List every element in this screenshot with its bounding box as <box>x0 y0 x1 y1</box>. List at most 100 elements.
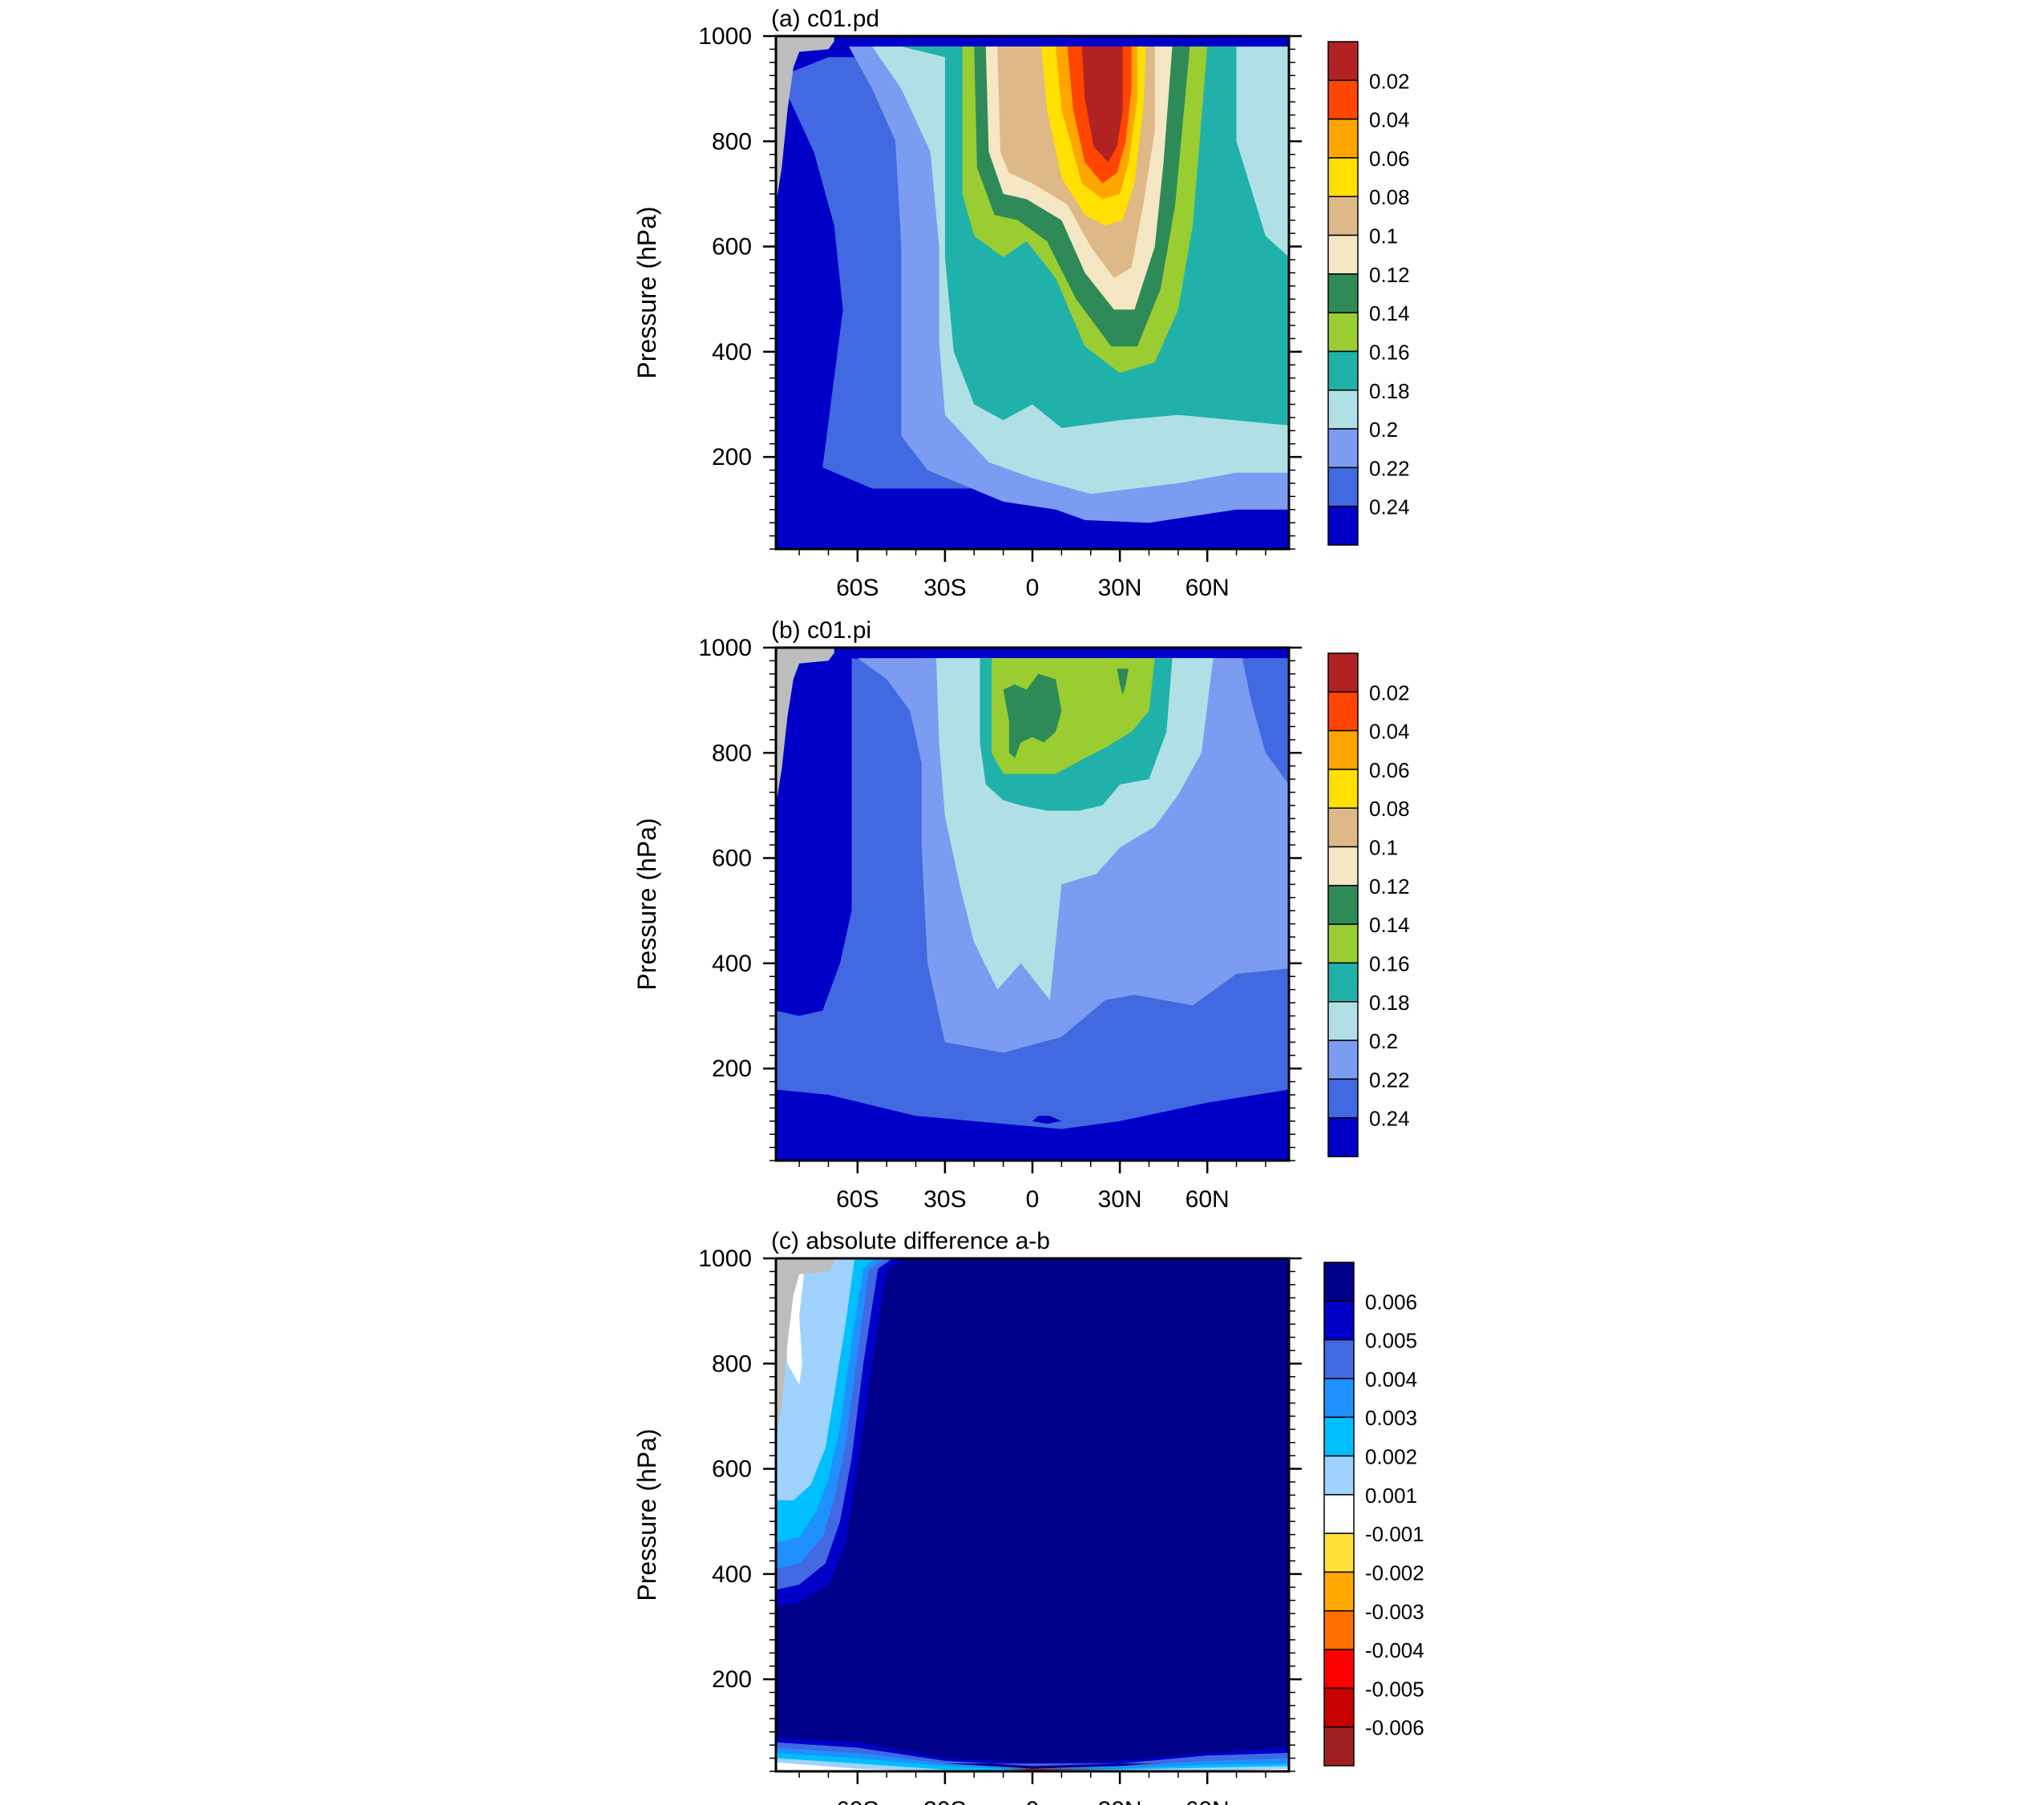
contour-region-level-8 <box>776 1753 1289 1771</box>
colorbar-swatch <box>1327 79 1359 120</box>
colorbar-swatch <box>1327 273 1359 313</box>
colorbar-swatch <box>1323 1300 1355 1341</box>
y-tick-label: 1000 <box>698 1246 752 1272</box>
colorbar-swatch <box>1327 196 1359 236</box>
colorbar-label: 0.1 <box>1369 224 1398 248</box>
y-tick-label: 400 <box>712 339 752 365</box>
colorbar-label: 0.14 <box>1369 913 1410 937</box>
colorbar-label: 0.06 <box>1369 147 1410 171</box>
colorbar-swatch <box>1323 1494 1355 1534</box>
colorbar-swatch <box>1327 962 1359 1003</box>
colorbar-swatch <box>1327 350 1359 391</box>
x-tick-label: 60S <box>836 575 879 601</box>
y-tick-label: 800 <box>712 740 752 766</box>
x-tick-label: 0 <box>1026 1186 1040 1213</box>
colorbar-label: 0.2 <box>1369 1029 1398 1053</box>
colorbar-swatch <box>1327 1040 1359 1080</box>
colorbar-label: 0.12 <box>1369 874 1410 898</box>
panel-2: (b) c01.pi 200 400 600 800 1000 60S 30S 0 30N 60N P… <box>632 617 1410 1213</box>
colorbar-swatch <box>1327 505 1359 546</box>
colorbar-label: -0.003 <box>1365 1600 1424 1624</box>
y-tick-label: 600 <box>712 1456 752 1483</box>
colorbar-swatch <box>1323 1610 1355 1650</box>
colorbar-swatch <box>1327 846 1359 886</box>
colorbar: 0.006 0.005 0.004 0.003 0.002 0.001 -0.001 -0.0… <box>1323 1262 1424 1767</box>
colorbar-label: 0.003 <box>1365 1406 1417 1430</box>
colorbar-swatch <box>1327 807 1359 848</box>
colorbar-swatch <box>1323 1262 1355 1302</box>
colorbar-label: 0.06 <box>1369 758 1410 782</box>
contour-region-level-8 <box>1006 104 1016 152</box>
colorbar-label: 0.18 <box>1369 991 1410 1015</box>
colorbar: 0.24 0.22 0.2 0.18 0.16 0.14 0.12 0.1 0.08 0.06 0.… <box>1327 41 1410 546</box>
colorbar-label: 0.02 <box>1369 69 1410 93</box>
colorbar-swatch <box>1327 923 1359 964</box>
contour-region-level-6 <box>1117 668 1129 696</box>
x-tick-label: 30N <box>1098 1186 1142 1213</box>
y-axis-label: Pressure (hPa) <box>632 818 661 990</box>
colorbar-swatch <box>1323 1455 1355 1496</box>
panel-title: (b) c01.pi <box>771 617 871 644</box>
x-tick-label: 0 <box>1026 1797 1040 1805</box>
x-tick-label: 60S <box>836 1186 879 1213</box>
colorbar-swatch <box>1327 1078 1359 1119</box>
panel-1: (a) c01.pd 200 400 600 800 1000 60S 30S 0 30N 60N P… <box>632 6 1410 601</box>
colorbar-label: 0.001 <box>1365 1484 1417 1508</box>
colorbar-swatch <box>1323 1339 1355 1379</box>
colorbar-swatch <box>1323 1378 1355 1418</box>
colorbar-swatch <box>1327 885 1359 925</box>
colorbar-label: 0.08 <box>1369 185 1410 209</box>
y-tick-label: 800 <box>712 128 752 155</box>
x-tick-label: 30N <box>1098 1797 1142 1805</box>
colorbar-swatch <box>1327 769 1359 809</box>
x-tick-label: 60N <box>1186 1797 1230 1805</box>
contour-region-level-12 <box>776 1258 1289 1769</box>
colorbar-label: 0.2 <box>1369 418 1398 442</box>
panel-title: (c) absolute difference a-b <box>771 1228 1050 1254</box>
colorbar-label: -0.005 <box>1365 1677 1424 1701</box>
colorbar-label: 0.04 <box>1369 108 1410 132</box>
colorbar-swatch <box>1327 41 1359 82</box>
colorbar-label: 0.002 <box>1365 1445 1417 1469</box>
colorbar-label: 0.02 <box>1369 680 1410 705</box>
colorbar-swatch <box>1327 390 1359 430</box>
x-tick-label: 0 <box>1026 575 1040 601</box>
colorbar-swatch <box>1327 118 1359 159</box>
contour-region-level-12 <box>1081 46 1123 163</box>
colorbar-swatch <box>1327 428 1359 469</box>
colorbar-label: 0.14 <box>1369 301 1410 325</box>
colorbar-label: -0.002 <box>1365 1561 1424 1585</box>
x-tick-label: 30S <box>923 575 966 601</box>
colorbar-label: 0.24 <box>1369 495 1410 519</box>
topography-mask <box>776 1258 834 1443</box>
y-tick-label: 200 <box>712 444 752 470</box>
colorbar-swatch <box>1323 1416 1355 1457</box>
contour-region-level-0 <box>1032 1116 1062 1125</box>
x-tick-label: 60S <box>836 1797 879 1805</box>
topography-mask <box>776 36 834 205</box>
colorbar-swatch <box>1327 1117 1359 1157</box>
colorbar-swatch <box>1323 1532 1355 1573</box>
y-tick-label: 600 <box>712 846 752 872</box>
y-tick-label: 600 <box>712 234 752 260</box>
colorbar-swatch <box>1323 1726 1355 1767</box>
x-tick-label: 60N <box>1186 575 1230 601</box>
colorbar-label: 0.005 <box>1365 1329 1417 1353</box>
colorbar-label: 0.18 <box>1369 379 1410 403</box>
x-tick-label: 30S <box>923 1797 966 1805</box>
colorbar-label: 0.1 <box>1369 836 1398 860</box>
y-tick-label: 400 <box>712 951 752 977</box>
colorbar: 0.24 0.22 0.2 0.18 0.16 0.14 0.12 0.1 0.08 0.06 0.… <box>1327 652 1410 1157</box>
x-tick-label: 30S <box>923 1186 966 1213</box>
y-tick-label: 400 <box>712 1561 752 1588</box>
colorbar-swatch <box>1327 729 1359 770</box>
colorbar-label: 0.22 <box>1369 456 1410 480</box>
colorbar-label: 0.04 <box>1369 720 1410 744</box>
colorbar-label: 0.16 <box>1369 951 1410 975</box>
colorbar-swatch <box>1327 691 1359 732</box>
contour-region-level-7 <box>776 1758 1289 1771</box>
colorbar-label: 0.22 <box>1369 1068 1410 1092</box>
y-tick-label: 200 <box>712 1666 752 1693</box>
y-axis-label: Pressure (hPa) <box>632 1428 661 1601</box>
